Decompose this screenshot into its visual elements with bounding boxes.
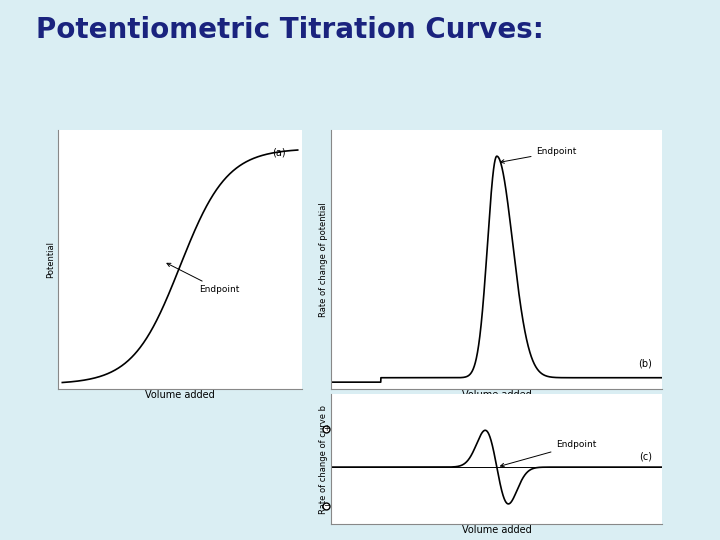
Text: (b): (b) — [639, 358, 652, 368]
Text: Endpoint: Endpoint — [167, 264, 239, 294]
Y-axis label: Rate of change of curve b: Rate of change of curve b — [320, 404, 328, 514]
Text: Endpoint: Endpoint — [500, 147, 577, 163]
X-axis label: Volume added: Volume added — [145, 390, 215, 400]
Text: Endpoint: Endpoint — [500, 440, 597, 467]
Text: Potentiometric Titration Curves:: Potentiometric Titration Curves: — [36, 16, 544, 44]
Text: +: + — [323, 424, 330, 433]
Text: (a): (a) — [271, 148, 285, 158]
Text: −: − — [323, 501, 330, 510]
Text: (c): (c) — [639, 451, 652, 461]
Y-axis label: Potential: Potential — [46, 241, 55, 278]
X-axis label: Volume added: Volume added — [462, 390, 531, 400]
Y-axis label: Rate of change of potential: Rate of change of potential — [320, 202, 328, 316]
X-axis label: Volume added: Volume added — [462, 525, 531, 535]
